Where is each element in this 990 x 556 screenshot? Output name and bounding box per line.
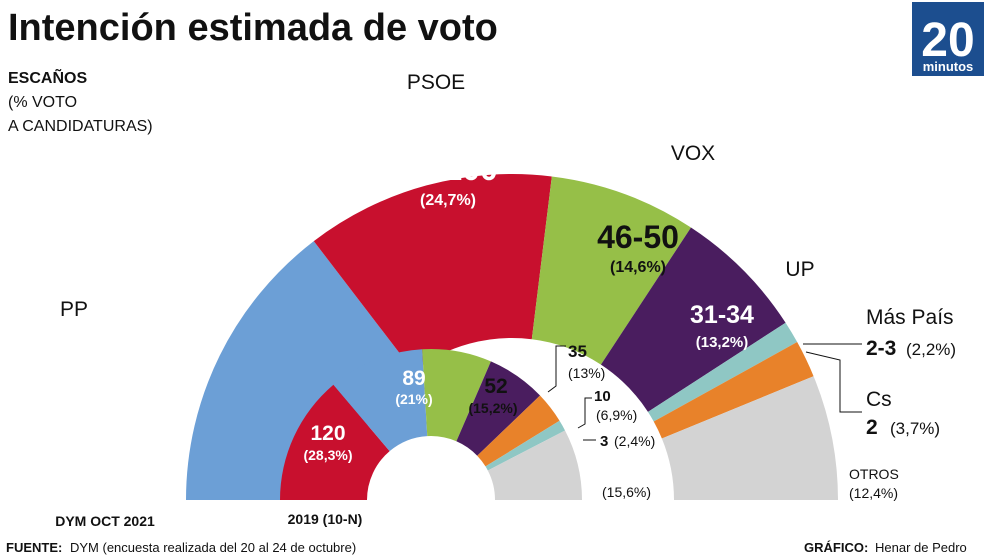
pct-label-otros-2019: (15,6%)	[602, 484, 651, 500]
party-label-cs-2021: Cs	[866, 388, 892, 411]
logo-background	[912, 2, 984, 76]
footer-source-text: DYM (encuesta realizada del 20 al 24 de …	[70, 540, 356, 555]
party-label-pp-2021: PP	[60, 298, 88, 321]
party-label-maspais-2021: Más País	[866, 306, 954, 329]
party-label-vox-2021: VOX	[671, 142, 715, 165]
seats-label-vox-2019: 52	[484, 375, 507, 398]
seats-label-up-2019: 35	[568, 342, 587, 361]
seats-label-psoe-2021: 96-100	[398, 151, 498, 187]
inner-ring	[280, 349, 582, 500]
pct-label-vox-2021: (14,6%)	[610, 259, 666, 276]
seats-label-maspais-2019: 3	[600, 433, 608, 450]
legend-vote-label: (% VOTO	[8, 94, 77, 111]
pct-label-psoe-2021: (24,7%)	[420, 192, 476, 209]
segment-psoe-2021	[313, 174, 552, 372]
footer-source-label: FUENTE:	[6, 540, 62, 555]
footer-credit-text: Henar de Pedro	[875, 540, 967, 555]
segment-vox-2021	[531, 176, 691, 365]
legend-candidacies-label: A CANDIDATURAS)	[8, 118, 153, 135]
segment-up-2021	[600, 227, 786, 412]
seats-label-cs-2019: 10	[594, 388, 611, 405]
pct-label-maspais-2019: (2,4%)	[614, 433, 655, 449]
seats-label-maspais-2021: 2-3	[866, 337, 896, 360]
segment-maspais-2021	[647, 322, 798, 422]
segment-cs-2019	[477, 395, 560, 467]
leader-line-cs-2019	[577, 397, 592, 429]
segment-psoe-2019	[280, 384, 390, 500]
seats-label-up-2021: 31-34	[690, 301, 754, 329]
leader-line-up-2019	[547, 345, 566, 393]
logo-word: minutos	[923, 59, 974, 74]
outer-ring	[186, 174, 838, 501]
pct-label-pp-2021: (29,2%)	[152, 336, 208, 353]
seats-label-pp-2019: 89	[402, 367, 425, 390]
party-label-psoe-2021: PSOE	[407, 71, 465, 94]
segment-up-2019	[456, 361, 541, 456]
logo-number: 20	[921, 14, 974, 67]
legend-seats-label: ESCAÑOS	[8, 67, 87, 87]
pct-label-otros-2021: (12,4%)	[849, 485, 898, 501]
pct-label-pp-2019: (21%)	[395, 391, 432, 407]
segment-cs-2021	[653, 342, 814, 439]
segment-otros-2021	[661, 376, 838, 500]
leader-line-cs-2021	[805, 351, 862, 413]
pct-label-up-2021: (13,2%)	[696, 334, 749, 351]
pct-label-up-2019: (13%)	[568, 365, 605, 381]
chart-title: Intención estimada de voto	[8, 7, 498, 49]
pct-label-maspais-2021: (2,2%)	[906, 340, 956, 359]
seats-label-vox-2021: 46-50	[597, 219, 679, 255]
pct-label-vox-2019: (15,2%)	[468, 400, 517, 416]
party-label-up-2021: UP	[785, 258, 814, 281]
ring-label-outer: DYM OCT 2021	[55, 513, 155, 529]
pct-label-cs-2019: (6,9%)	[596, 407, 637, 423]
ring-label-inner: 2019 (10-N)	[288, 511, 363, 527]
pct-label-psoe-2019: (28,3%)	[303, 447, 352, 463]
seats-label-pp-2021: 124-129	[121, 295, 238, 331]
segment-maspais-2019	[485, 420, 566, 471]
segment-otros-2019	[487, 430, 582, 500]
seats-label-cs-2021: 2	[866, 416, 878, 439]
pct-label-cs-2021: (3,7%)	[890, 419, 940, 438]
segment-pp-2019	[333, 349, 428, 452]
party-label-otros-2021: OTROS	[849, 466, 899, 482]
footer-credit-label: GRÁFICO:	[804, 540, 868, 555]
logo-20minutos: 20 minutos	[912, 2, 984, 76]
segment-vox-2019	[422, 349, 491, 442]
seats-label-psoe-2019: 120	[310, 422, 345, 445]
